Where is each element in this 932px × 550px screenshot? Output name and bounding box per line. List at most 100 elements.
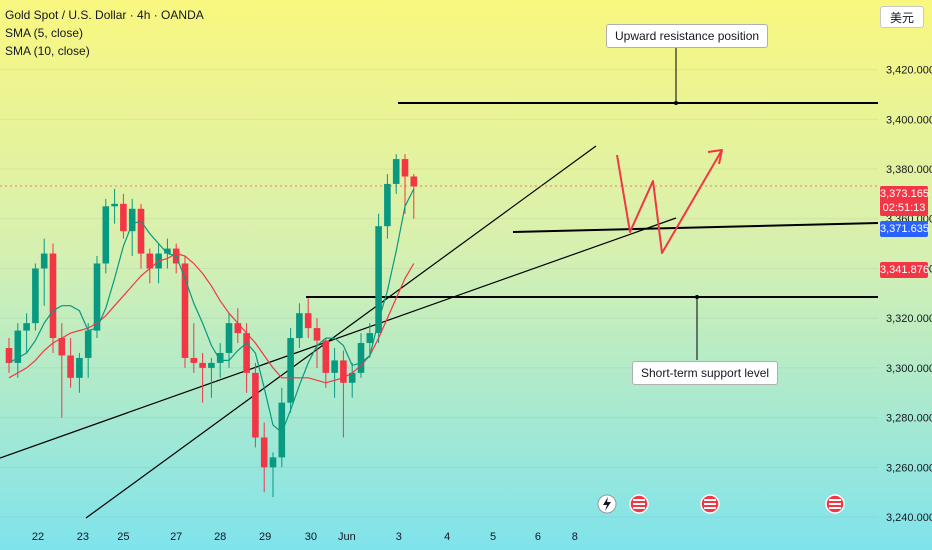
candle-body [208, 362, 215, 368]
x-tick-label: 4 [444, 531, 450, 543]
support-callout: Short-term support level [632, 361, 779, 385]
candle-body [410, 176, 418, 187]
candles [5, 154, 418, 498]
x-tick-label: 23 [77, 531, 89, 543]
x-tick-label: 27 [170, 531, 182, 543]
resistance-anchor-dot [674, 101, 678, 105]
x-tick-label: 30 [305, 531, 317, 543]
candle-body [67, 355, 74, 378]
sma10-price-tag: 3,341.876 [880, 262, 929, 278]
candle-body [23, 323, 30, 331]
x-tick-label: 25 [117, 531, 129, 543]
candle-body [287, 338, 294, 403]
y-tick-label: 3,380.000 [886, 164, 932, 176]
y-tick-label: 3,320.000 [886, 313, 932, 325]
chart-title: Gold Spot / U.S. Dollar · 4h · OANDA [5, 8, 204, 22]
x-tick-label: 28 [214, 531, 226, 543]
x-tick-label: 3 [396, 531, 402, 543]
x-tick-label: 29 [259, 531, 271, 543]
us-flag-event-icon [825, 494, 845, 514]
trend-drawings [0, 48, 879, 519]
us-flag-event-icon [629, 494, 649, 514]
candle-body [190, 357, 198, 363]
y-tick-label: 3,420.000 [886, 65, 932, 77]
candle-body [278, 402, 286, 458]
candle-body [128, 208, 136, 232]
y-tick-label: 3,300.000 [886, 363, 932, 375]
candle-body [401, 159, 409, 177]
candle-body [40, 253, 48, 269]
candle-body [252, 372, 259, 438]
x-tick-label: Jun [338, 531, 356, 543]
countdown-timer: 02:51:13 [882, 202, 926, 214]
support-anchor-dot [695, 295, 699, 299]
sma10-line [8, 252, 415, 384]
flash-event-icon [597, 494, 617, 514]
candle-body [234, 323, 242, 334]
candle-body [357, 343, 365, 373]
candle-body [296, 313, 303, 339]
sma5-price-tag: 3,371.635 [880, 221, 929, 237]
candle-body [375, 226, 382, 334]
candle-body [181, 263, 189, 358]
x-tick-label: 6 [535, 531, 541, 543]
candle-body [5, 348, 13, 363]
candle-body [384, 183, 391, 227]
candle-body [216, 352, 224, 363]
x-tick-label: 8 [572, 531, 578, 543]
chart-legend: Gold Spot / U.S. Dollar · 4h · OANDA SMA… [5, 6, 204, 60]
candle-body [164, 248, 171, 254]
us-flag-event-icon [700, 494, 720, 514]
candle-body [340, 360, 347, 383]
y-tick-label: 3,260.000 [886, 462, 932, 474]
candle-body [137, 208, 145, 254]
y-tick-label: 3,400.000 [886, 114, 932, 126]
candle-body [392, 159, 400, 184]
event-markers [597, 494, 845, 514]
candle-body [58, 338, 66, 356]
candle-body [102, 206, 110, 264]
candle-body [322, 340, 330, 373]
candle-body [260, 437, 268, 468]
rising-trendline-upper [85, 145, 597, 519]
candle-body [199, 362, 206, 368]
projection-arrowhead [707, 149, 723, 165]
projection-drawings [0, 149, 878, 254]
candle-body [304, 313, 312, 329]
projection-zigzag [616, 149, 723, 254]
candle-body [49, 253, 57, 339]
moving-averages [8, 188, 415, 434]
sma5-line [8, 188, 415, 434]
candle-body [93, 263, 101, 331]
candle-body [14, 330, 22, 363]
x-tick-label: 5 [490, 531, 496, 543]
indicator-sma10[interactable]: SMA (10, close) [5, 44, 90, 58]
candle-body [366, 333, 374, 344]
y-tick-label: 3,280.000 [886, 413, 932, 425]
current-price-value: 3,373.165 [880, 188, 929, 200]
candle-body [348, 372, 356, 383]
rising-trendline-lower [0, 217, 677, 459]
x-axis-ticks: 22 23 25 27 28 29 30 Jun 3 4 5 6 8 [32, 531, 578, 543]
candle-body [120, 203, 127, 232]
candle-body [146, 253, 154, 269]
candle-body [313, 328, 321, 341]
candle-body [225, 323, 233, 353]
candle-body [269, 457, 277, 468]
resistance-callout: Upward resistance position [606, 24, 769, 48]
candle-body [111, 203, 118, 207]
candle-body [84, 330, 92, 358]
indicator-sma5[interactable]: SMA (5, close) [5, 26, 84, 40]
y-tick-label: 3,240.000 [886, 512, 932, 524]
candle-body [331, 360, 338, 373]
currency-button[interactable]: 美元 [880, 6, 924, 28]
candle-body [32, 268, 39, 324]
mid-horizontal-line [512, 222, 879, 233]
grid [0, 69, 878, 518]
candle-body [76, 357, 83, 378]
current-price-tag: 3,373.165 02:51:13 [880, 186, 929, 216]
candle-body [243, 333, 250, 373]
x-tick-label: 22 [32, 531, 44, 543]
